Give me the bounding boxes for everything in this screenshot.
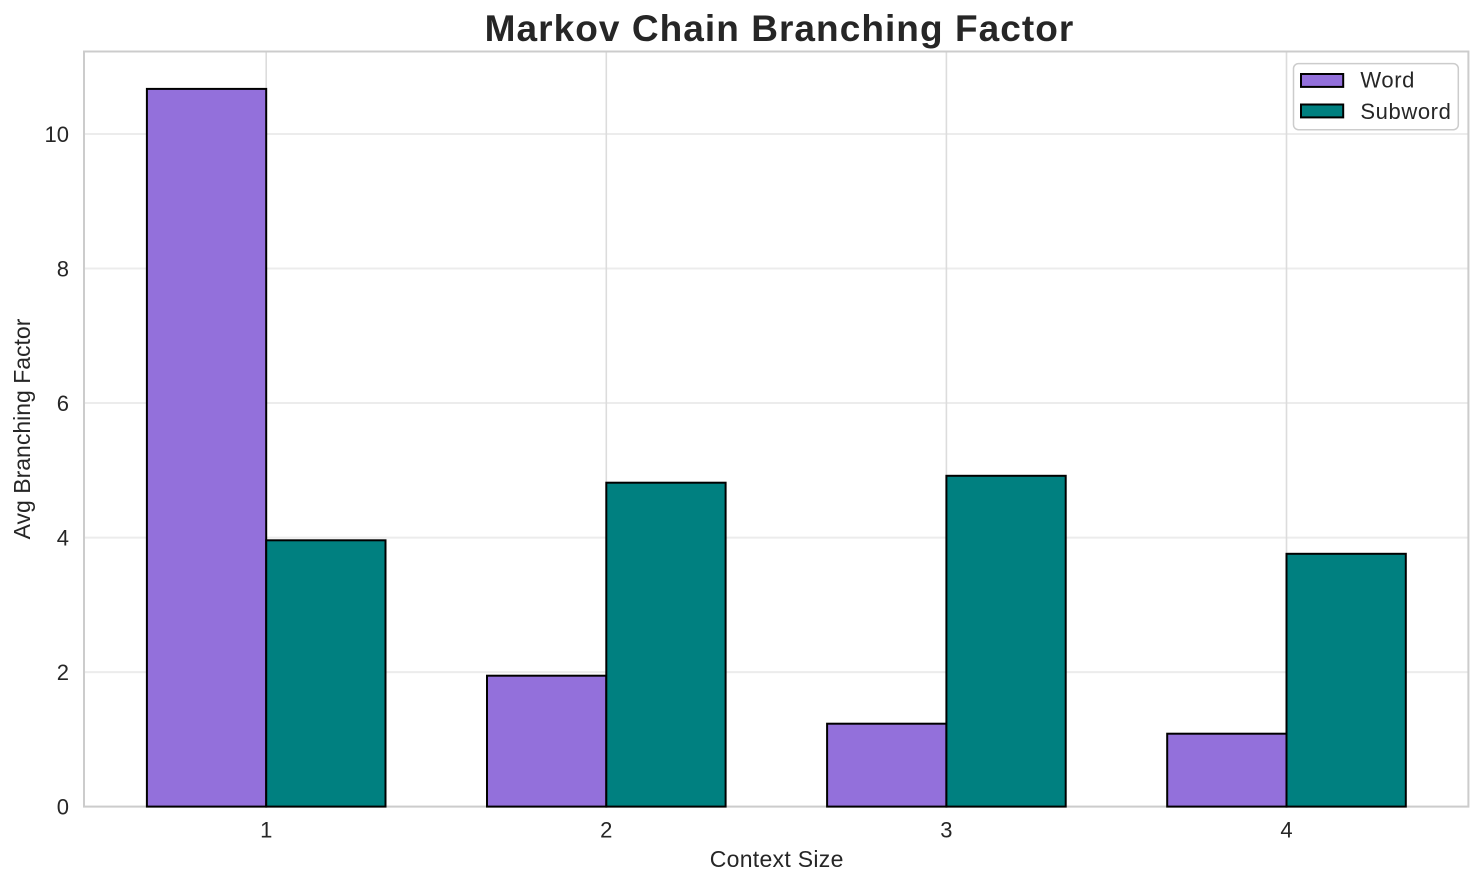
svg-text:4: 4 xyxy=(57,526,69,551)
svg-text:3: 3 xyxy=(940,818,952,843)
svg-text:0: 0 xyxy=(57,795,69,820)
svg-text:2: 2 xyxy=(57,660,69,685)
svg-text:1: 1 xyxy=(260,818,272,843)
svg-text:8: 8 xyxy=(57,256,69,281)
svg-text:Markov Chain Branching Factor: Markov Chain Branching Factor xyxy=(485,8,1075,49)
svg-text:2: 2 xyxy=(600,818,612,843)
svg-text:4: 4 xyxy=(1280,818,1292,843)
svg-text:Avg Branching Factor: Avg Branching Factor xyxy=(9,318,35,539)
svg-text:10: 10 xyxy=(45,122,69,147)
svg-text:Word: Word xyxy=(1360,67,1415,92)
svg-text:6: 6 xyxy=(57,391,69,416)
svg-text:Subword: Subword xyxy=(1360,99,1451,124)
svg-text:Context Size: Context Size xyxy=(710,846,844,872)
